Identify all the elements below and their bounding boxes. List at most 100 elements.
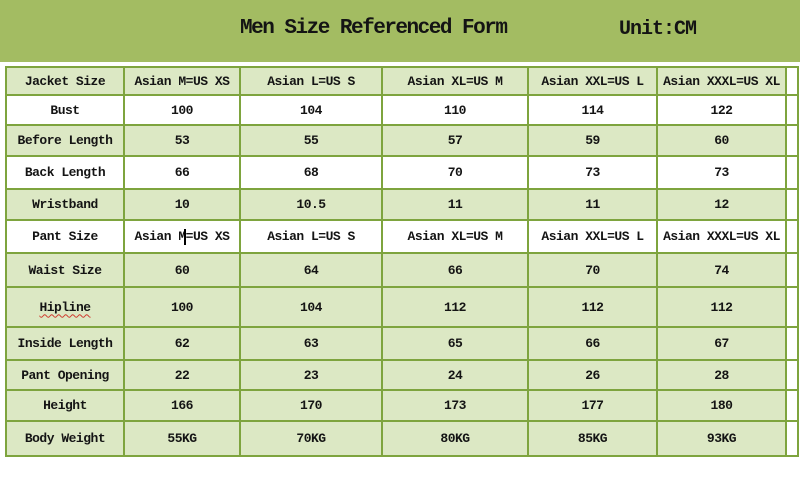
size-cell[interactable]: 11 <box>381 188 529 221</box>
size-cell[interactable]: 100 <box>123 286 241 328</box>
page-title: Men Size Referenced Form <box>240 17 508 40</box>
size-table-container: Jacket Size Asian M=US XS Asian L=US S Asia… <box>5 66 800 481</box>
banner: Men Size Referenced Form Unit:CM <box>0 0 800 62</box>
row-label[interactable]: Pant Size <box>5 219 125 254</box>
size-cell[interactable]: 104 <box>239 286 383 328</box>
size-cell[interactable]: 59 <box>527 124 658 157</box>
table-row: Jacket Size Asian M=US XS Asian L=US S Asia… <box>5 66 799 96</box>
size-cell[interactable]: 93KG <box>656 420 787 457</box>
row-label[interactable]: Hipline <box>5 286 125 328</box>
size-cell[interactable]: 53 <box>123 124 241 157</box>
table-row: Height 166 170 173 177 180 <box>5 389 799 422</box>
size-cell[interactable]: Asian M=US XS <box>123 66 241 96</box>
size-cell[interactable]: 67 <box>656 326 787 361</box>
row-label[interactable]: Wristband <box>5 188 125 221</box>
spellcheck-underline: Hipline <box>39 299 91 315</box>
size-cell[interactable]: Asian XL=US M <box>381 66 529 96</box>
size-cell[interactable]: 10.5 <box>239 188 383 221</box>
size-cell[interactable]: 65 <box>381 326 529 361</box>
row-label[interactable]: Pant Opening <box>5 359 125 391</box>
size-table: Jacket Size Asian M=US XS Asian L=US S Asia… <box>5 66 799 457</box>
table-row: Waist Size 60 64 66 70 74 <box>5 252 799 288</box>
size-cell[interactable]: 60 <box>656 124 787 157</box>
size-cell[interactable]: 26 <box>527 359 658 391</box>
size-cell[interactable]: 57 <box>381 124 529 157</box>
size-cell[interactable]: 85KG <box>527 420 658 457</box>
table-row: Wristband 10 10.5 11 11 12 <box>5 188 799 221</box>
unit-label: Unit:CM <box>619 18 697 41</box>
size-cell[interactable]: 114 <box>527 94 658 126</box>
table-row: Back Length 66 68 70 73 73 <box>5 155 799 190</box>
clipped-cell <box>785 124 799 157</box>
row-label[interactable]: Bust <box>5 94 125 126</box>
size-cell[interactable]: Asian L=US S <box>239 219 383 254</box>
size-cell[interactable]: 112 <box>656 286 787 328</box>
clipped-cell <box>785 359 799 391</box>
size-cell[interactable]: 80KG <box>381 420 529 457</box>
table-row: Body Weight 55KG 70KG 80KG 85KG 93KG <box>5 420 799 457</box>
size-cell[interactable]: Asian M=US XS <box>123 219 241 254</box>
table-row: Pant Opening 22 23 24 26 28 <box>5 359 799 391</box>
size-cell[interactable]: 70 <box>381 155 529 190</box>
size-cell[interactable]: 11 <box>527 188 658 221</box>
clipped-cell <box>785 188 799 221</box>
size-cell[interactable]: 24 <box>381 359 529 391</box>
table-row: Bust 100 104 110 114 122 <box>5 94 799 126</box>
size-cell[interactable]: 63 <box>239 326 383 361</box>
clipped-cell <box>785 420 799 457</box>
clipped-cell <box>785 219 799 254</box>
table-row: Hipline 100 104 112 112 112 <box>5 286 799 328</box>
clipped-cell <box>785 286 799 328</box>
size-cell[interactable]: Asian XXXL=US XL <box>656 219 787 254</box>
size-cell[interactable]: Asian XXL=US L <box>527 219 658 254</box>
clipped-cell <box>785 389 799 422</box>
size-cell[interactable]: 180 <box>656 389 787 422</box>
clipped-cell <box>785 326 799 361</box>
size-cell[interactable]: 12 <box>656 188 787 221</box>
clipped-cell <box>785 155 799 190</box>
row-label[interactable]: Back Length <box>5 155 125 190</box>
size-cell[interactable]: 112 <box>527 286 658 328</box>
size-cell[interactable]: 55KG <box>123 420 241 457</box>
size-cell[interactable]: 66 <box>123 155 241 190</box>
table-row: Pant Size Asian M=US XS Asian L=US S Asian … <box>5 219 799 254</box>
size-cell[interactable]: 22 <box>123 359 241 391</box>
size-cell[interactable]: 173 <box>381 389 529 422</box>
row-label[interactable]: Body Weight <box>5 420 125 457</box>
text-cursor <box>184 228 187 245</box>
size-cell[interactable]: 62 <box>123 326 241 361</box>
size-cell[interactable]: 64 <box>239 252 383 288</box>
size-cell[interactable]: Asian XL=US M <box>381 219 529 254</box>
row-label[interactable]: Inside Length <box>5 326 125 361</box>
size-cell[interactable]: 66 <box>527 326 658 361</box>
size-cell[interactable]: 68 <box>239 155 383 190</box>
size-cell[interactable]: 60 <box>123 252 241 288</box>
size-cell[interactable]: 166 <box>123 389 241 422</box>
row-label[interactable]: Waist Size <box>5 252 125 288</box>
size-cell[interactable]: 23 <box>239 359 383 391</box>
size-cell[interactable]: Asian XXL=US L <box>527 66 658 96</box>
size-cell[interactable]: 70 <box>527 252 658 288</box>
size-cell[interactable]: 170 <box>239 389 383 422</box>
size-cell[interactable]: 73 <box>656 155 787 190</box>
size-cell[interactable]: 74 <box>656 252 787 288</box>
size-cell[interactable]: 10 <box>123 188 241 221</box>
size-cell[interactable]: 104 <box>239 94 383 126</box>
size-cell[interactable]: 28 <box>656 359 787 391</box>
size-cell[interactable]: 110 <box>381 94 529 126</box>
row-label[interactable]: Before Length <box>5 124 125 157</box>
clipped-cell <box>785 252 799 288</box>
size-cell[interactable]: Asian L=US S <box>239 66 383 96</box>
row-label[interactable]: Height <box>5 389 125 422</box>
size-cell[interactable]: 177 <box>527 389 658 422</box>
size-cell[interactable]: 100 <box>123 94 241 126</box>
row-label[interactable]: Jacket Size <box>5 66 125 96</box>
table-row: Before Length 53 55 57 59 60 <box>5 124 799 157</box>
size-cell[interactable]: 112 <box>381 286 529 328</box>
size-cell[interactable]: 122 <box>656 94 787 126</box>
size-cell[interactable]: 55 <box>239 124 383 157</box>
size-cell[interactable]: Asian XXXL=US XL <box>656 66 787 96</box>
size-cell[interactable]: 70KG <box>239 420 383 457</box>
size-cell[interactable]: 66 <box>381 252 529 288</box>
size-cell[interactable]: 73 <box>527 155 658 190</box>
